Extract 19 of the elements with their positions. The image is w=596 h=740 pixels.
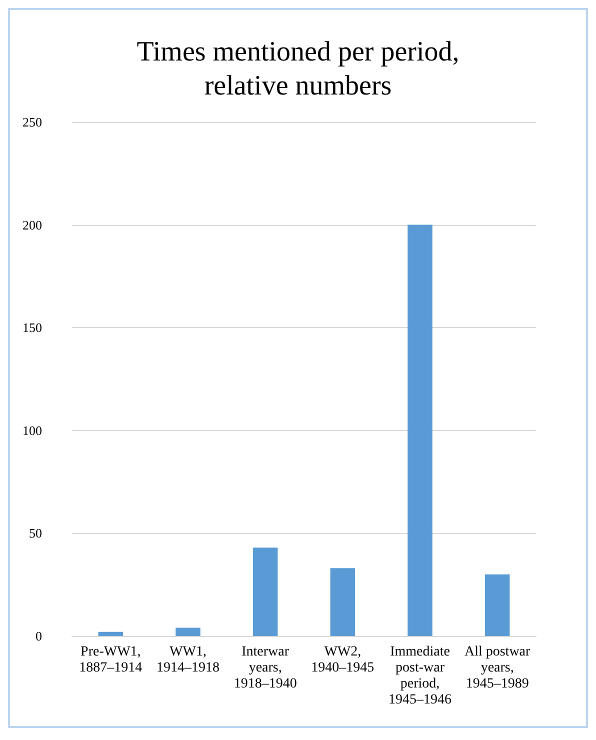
bar xyxy=(252,548,278,636)
y-tick-label: 200 xyxy=(22,217,42,232)
x-tick-label: Immediate post-war period, 1945–1946 xyxy=(388,644,452,708)
bar xyxy=(330,568,356,636)
x-tick-label: WW1, 1914–1918 xyxy=(156,644,220,676)
y-tick-label: 0 xyxy=(36,628,42,644)
y-tick-label: 250 xyxy=(22,114,42,130)
x-tick-label: All postwar years, 1945–1989 xyxy=(464,644,531,692)
x-tick-label: Pre-WW1, 1887–1914 xyxy=(79,644,142,676)
bar xyxy=(176,628,200,636)
y-tick-label: 50 xyxy=(29,526,42,541)
bar xyxy=(98,632,124,636)
bar xyxy=(408,224,432,636)
y-tick-label: 100 xyxy=(22,422,42,438)
y-tick-label: 150 xyxy=(22,320,42,336)
bar xyxy=(484,574,510,636)
x-tick-label: WW2, 1940–1945 xyxy=(311,644,374,676)
chart-title: Times mentioned per period, relative numbers xyxy=(136,36,460,102)
x-tick-label: Interwar years, 1918–1940 xyxy=(234,644,297,692)
